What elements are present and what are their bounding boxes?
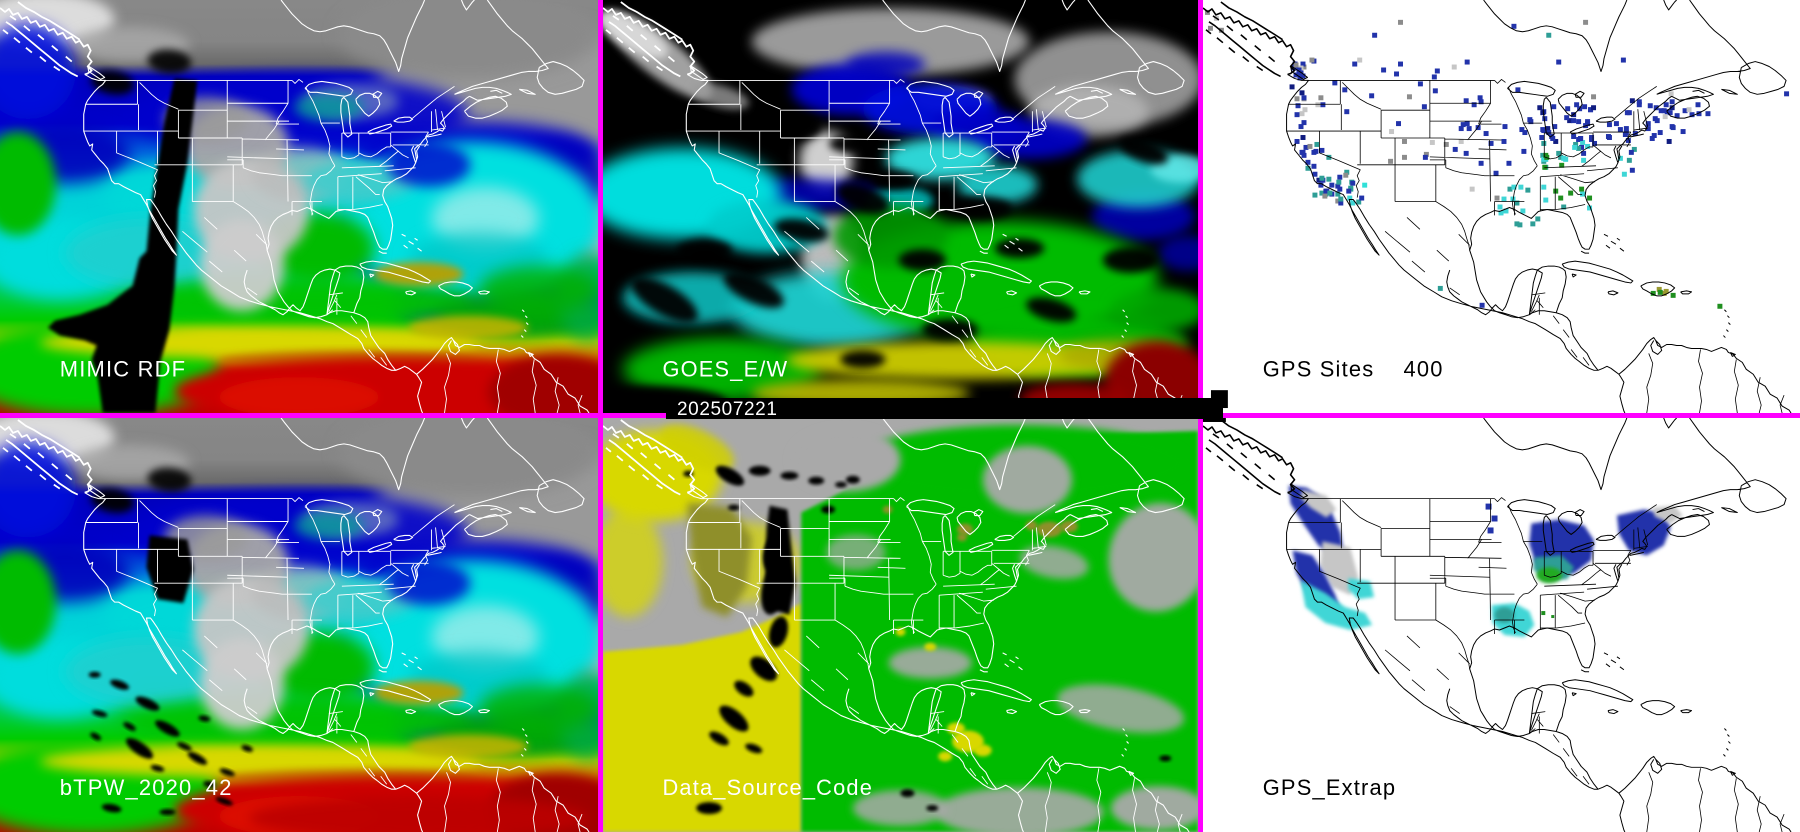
svg-text:MIMIC RDF: MIMIC RDF [60,356,186,381]
svg-text:GPS_Extrap: GPS_Extrap [1263,775,1397,800]
svg-text:GOES_E/W: GOES_E/W [663,356,789,381]
svg-text:bTPW_2020_42: bTPW_2020_42 [60,775,233,800]
svg-text:Data_Source_Code: Data_Source_Code [663,775,874,800]
svg-text:GPS Sites 400: GPS Sites 400 [1263,356,1444,381]
